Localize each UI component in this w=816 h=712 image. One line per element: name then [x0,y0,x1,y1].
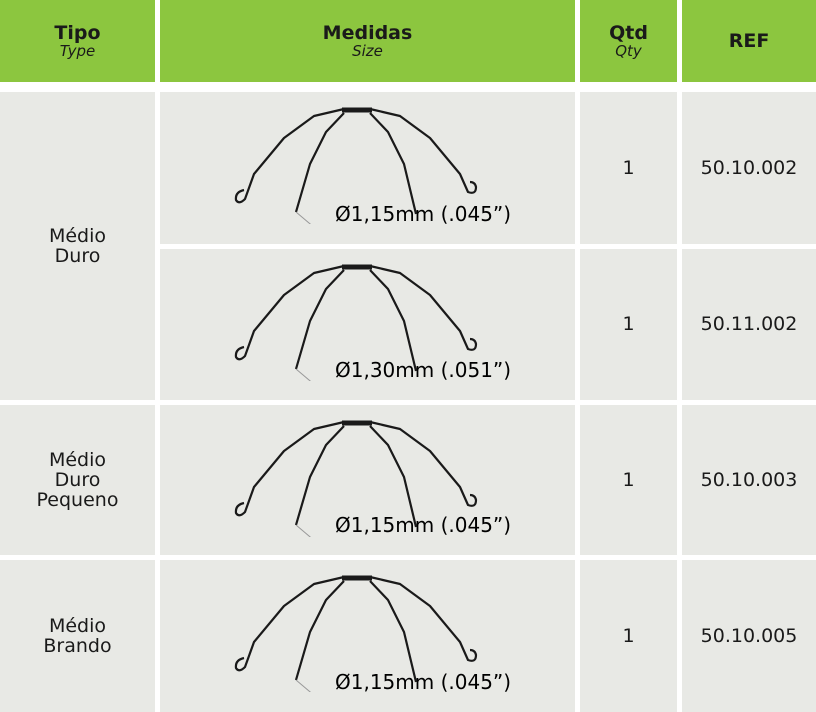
header-cell: Medidas Size [160,0,575,82]
ref-text: 50.11.002 [700,313,798,336]
tipo-cell: Médio Duro Pequeno [0,405,155,555]
ref-text: 50.10.002 [700,156,798,179]
header-subtitle: Qty [615,42,642,60]
tipo-cell: Médio Brando [0,560,155,712]
wire-illustration [234,575,478,692]
size-label: Ø1,15mm (.045”) [335,670,512,694]
qty-text: 1 [622,156,635,179]
ref-text: 50.10.005 [700,625,798,647]
ref-cell: 50.10.005 [682,560,816,712]
size-cell [160,92,575,244]
header-title: Qtd [609,22,648,44]
header-cell: Tipo Type [0,0,155,82]
ref-cell: 50.11.002 [682,248,816,400]
qty-text: 1 [622,313,635,336]
size-label: Ø1,15mm (.045”) [335,513,512,537]
header-subtitle: Size [352,42,383,60]
header-cell: REF [682,0,816,82]
size-label: Ø1,15mm (.045”) [335,201,512,226]
qty-cell: 1 [580,248,677,400]
tipo-text: Brando [43,635,112,657]
wire-illustration [234,420,478,537]
qty-text: 1 [622,469,635,491]
tipo-cell: Médio Duro [0,92,155,400]
tipo-text: Pequeno [36,489,119,511]
ref-cell: 50.10.003 [682,405,816,555]
qty-cell: 1 [580,92,677,244]
size-label: Ø1,30mm (.051”) [335,358,512,382]
size-cell [160,248,575,400]
header-title: REF [728,30,770,52]
tipo-text: Médio [48,449,107,471]
wire-illustration [234,264,478,381]
tipo-text: Duro [54,469,101,491]
size-cell [160,405,575,555]
header-title: Medidas [322,22,413,44]
header-cell: Qtd Qty [580,0,677,82]
header-subtitle: Type [59,42,96,60]
tipo-text: Médio [48,225,107,247]
ref-text: 50.10.003 [700,469,798,491]
qty-text: 1 [622,625,635,647]
tipo-text: Duro [54,245,101,267]
size-cell [160,560,575,712]
wire-illustration [234,107,478,224]
tipo-text: Médio [48,615,107,637]
header-title: Tipo [54,22,101,44]
qty-cell: 1 [580,405,677,555]
qty-cell: 1 [580,560,677,712]
ref-cell: 50.10.002 [682,92,816,244]
